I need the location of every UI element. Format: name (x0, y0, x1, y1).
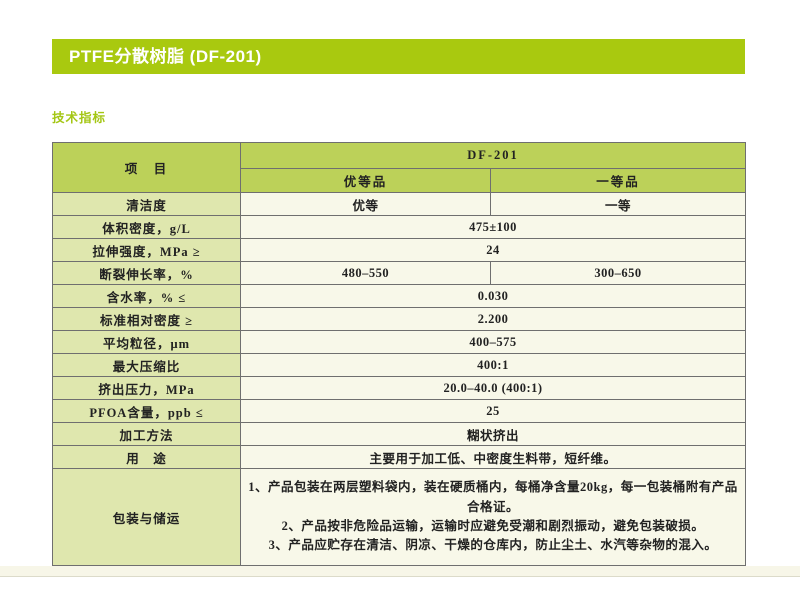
spec-label-cell: 含水率，% ≤ (52, 284, 241, 308)
table-header-row-2: 优等品 一等品 (53, 168, 747, 193)
packaging-note-3: 3、产品应贮存在清洁、阴凉、干燥的仓库内，防止尘土、水汽等杂物的混入。 (268, 538, 718, 553)
header-cell-grade-first: 一等品 (489, 168, 747, 193)
table-row-bulk-density: 体积密度，g/L 475±100 (52, 215, 747, 239)
spec-value-cell: 400–575 (239, 330, 747, 354)
spec-table: 项 目 DF-201 优等品 一等品 清洁度 优等 一等 体积密度，g/L 47… (52, 142, 747, 566)
spec-label-cell: 挤出压力，MPa (52, 376, 241, 400)
spec-label-cell: 加工方法 (52, 422, 241, 446)
spec-label-cell: 包装与储运 (52, 468, 241, 566)
spec-label-cell: 清洁度 (52, 192, 241, 216)
spec-value-cell: 475±100 (239, 215, 747, 239)
spec-value-cell: 25 (239, 399, 747, 423)
table-row-particle-size: 平均粒径，μm 400–575 (52, 330, 747, 354)
spec-value-cell: 优等 (240, 192, 491, 216)
spec-value-cell: 0.030 (239, 284, 747, 308)
table-row-cleanliness: 清洁度 优等 一等 (52, 192, 747, 216)
section-label-tech-specs: 技术指标 (52, 111, 107, 125)
spec-value-cell: 24 (239, 238, 747, 262)
spec-label-cell: PFOA含量，ppb ≤ (52, 399, 241, 423)
spec-label-cell: 体积密度，g/L (52, 215, 241, 239)
table-row-extrusion-pressure: 挤出压力，MPa 20.0–40.0 (400:1) (52, 376, 747, 400)
spec-value-cell: 20.0–40.0 (400:1) (239, 376, 747, 400)
spec-label-cell: 断裂伸长率，% (52, 261, 241, 285)
packaging-notes-cell: 1、产品包装在两层塑料袋内，装在硬质桶内，每桶净含量20kg，每一包装桶附有产品… (239, 468, 747, 566)
packaging-note-2: 2、产品按非危险品运输，运输时应避免受潮和剧烈振动，避免包装破损。 (281, 519, 705, 533)
table-row-tensile-strength: 拉伸强度，MPa ≥ 24 (52, 238, 747, 262)
header-cell-product: DF-201 (239, 142, 747, 169)
spec-label-cell: 最大压缩比 (52, 353, 241, 377)
table-row-moisture: 含水率，% ≤ 0.030 (52, 284, 747, 308)
spec-value-cell: 2.200 (239, 307, 747, 331)
table-row-usage: 用 途 主要用于加工低、中密度生料带，短纤维。 (52, 445, 747, 469)
table-row-compression-ratio: 最大压缩比 400:1 (52, 353, 747, 377)
table-header-row-1: 项 目 DF-201 (52, 142, 747, 193)
packaging-note-1: 1、产品包装在两层塑料袋内，装在硬质桶内，每桶净含量20kg，每一包装桶附有产品… (248, 480, 738, 514)
header-cell-item: 项 目 (52, 142, 241, 193)
spec-value-cell: 300–650 (489, 261, 747, 285)
table-row-processing-method: 加工方法 糊状挤出 (52, 422, 747, 446)
spec-label-cell: 标准相对密度 ≥ (52, 307, 241, 331)
spec-value-cell: 480–550 (240, 261, 491, 285)
spec-value-cell: 主要用于加工低、中密度生料带，短纤维。 (239, 445, 747, 469)
table-row-pfoa: PFOA含量，ppb ≤ 25 (52, 399, 747, 423)
spec-value-cell: 400:1 (239, 353, 747, 377)
spec-label-cell: 平均粒径，μm (52, 330, 241, 354)
table-row-relative-density: 标准相对密度 ≥ 2.200 (52, 307, 747, 331)
spec-label-cell: 拉伸强度，MPa ≥ (52, 238, 241, 262)
table-row-packaging-storage: 包装与储运 1、产品包装在两层塑料袋内，装在硬质桶内，每桶净含量20kg，每一包… (52, 468, 747, 566)
page-footer-strip (0, 566, 800, 577)
table-row-elongation: 断裂伸长率，% 480–550 300–650 (52, 261, 747, 285)
spec-value-cell: 一等 (489, 192, 747, 216)
spec-value-cell: 糊状挤出 (239, 422, 747, 446)
page-banner: PTFE分散树脂 (DF-201) (52, 39, 745, 74)
header-cell-grade-premium: 优等品 (240, 168, 491, 193)
spec-label-cell: 用 途 (52, 445, 241, 469)
page-title: PTFE分散树脂 (DF-201) (69, 47, 262, 66)
